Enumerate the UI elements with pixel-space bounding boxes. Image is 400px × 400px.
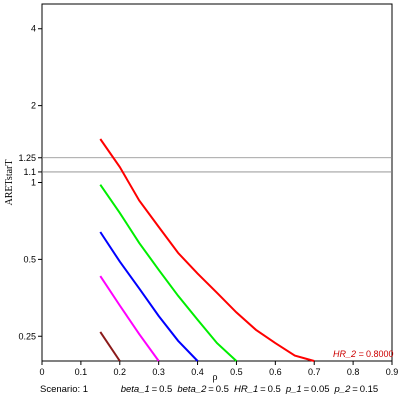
param-key: p_1 [285, 384, 302, 395]
x-tick-label: 0.6 [269, 367, 282, 377]
param-value: = 0.5 [149, 384, 173, 395]
x-tick-label: 0.1 [75, 367, 88, 377]
param-key: beta_2 [177, 384, 207, 395]
y-tick-label: 1 [31, 178, 36, 188]
series-line [99, 184, 238, 362]
y-axis-label: ARETstarT [4, 160, 15, 206]
y-tick-label: 2 [31, 101, 36, 111]
param-value: = 0.05 [301, 384, 330, 395]
x-tick-label: 0 [39, 367, 44, 377]
legend-label: HR_2 = [333, 349, 364, 359]
y-tick-label: 0.5 [23, 254, 36, 264]
param-beta-2: beta_2 = 0.5 [177, 384, 229, 395]
param-p-1: p_1 = 0.05 [286, 384, 330, 395]
x-tick-label: 0.7 [308, 367, 321, 377]
legend-value: 0.8000 [366, 349, 394, 359]
x-axis-label: ρ [213, 372, 218, 383]
scenario-label: Scenario: 1 [40, 384, 89, 395]
y-tick-label: 0.25 [18, 331, 36, 341]
param-key: p_2 [334, 384, 351, 395]
scenario-footer: Scenario: 1 beta_1 = 0.5 beta_2 = 0.5 HR_1… [40, 384, 400, 398]
param-key: HR_1 [233, 384, 259, 395]
plot-frame [41, 3, 393, 362]
param-value: = 0.5 [258, 384, 281, 395]
x-tick-label: 0.4 [191, 367, 204, 377]
y-tick-label: 1.1 [23, 167, 36, 177]
param-HR-1: HR_1 = 0.5 [234, 384, 281, 395]
series-line [99, 331, 121, 362]
y-tick-label: 1.25 [18, 153, 36, 163]
series-line [99, 275, 160, 362]
param-value: = 0.5 [206, 384, 229, 395]
x-tick-label: 0.3 [152, 367, 165, 377]
param-beta-1: beta_1 = 0.5 [121, 384, 173, 395]
x-tick-label: 0.8 [347, 367, 360, 377]
x-tick-label: 0.5 [230, 367, 243, 377]
y-tick-label: 4 [31, 24, 36, 34]
param-p-2: p_2 = 0.15 [335, 384, 379, 395]
param-value: = 0.15 [350, 384, 379, 395]
series-line [99, 231, 199, 362]
param-key: beta_1 [120, 384, 150, 395]
series-line [99, 138, 315, 362]
x-tick-label: 0.2 [114, 367, 127, 377]
x-tick-label: 0.9 [386, 367, 399, 377]
